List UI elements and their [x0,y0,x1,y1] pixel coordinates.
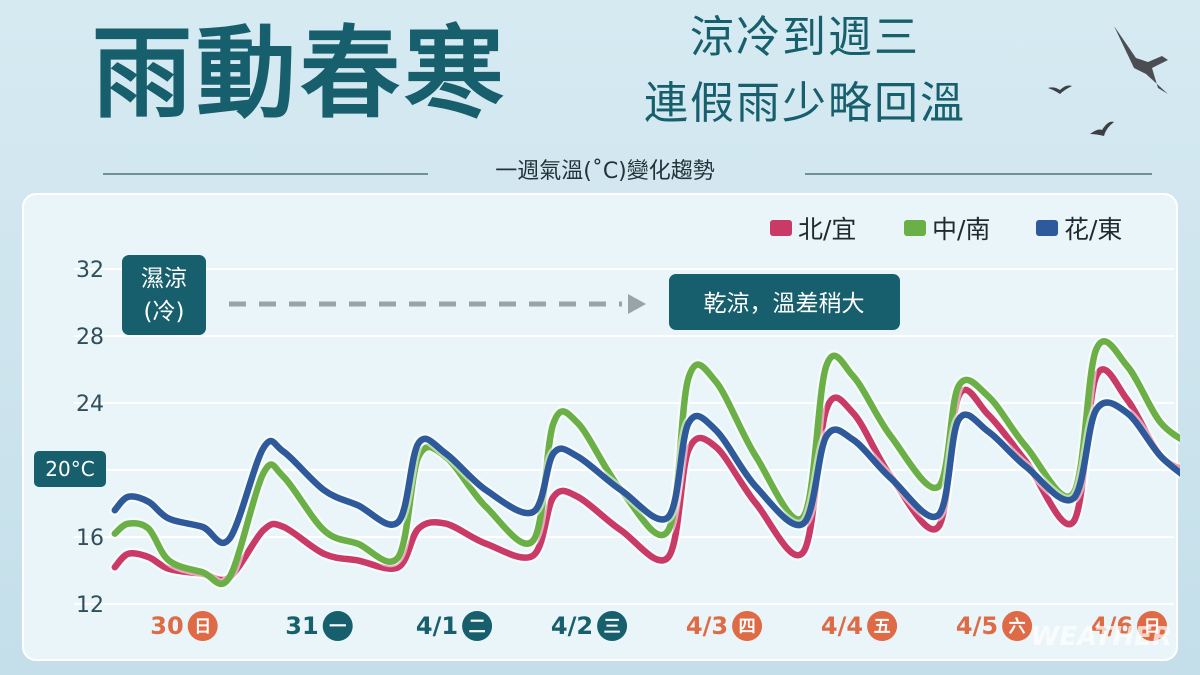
legend-label-1: 中/南 [932,215,990,244]
series-line-1 [111,338,1180,588]
weekday-circle [1137,611,1168,641]
trend-arrow-head [628,294,646,314]
x-date-label: 4/6 [1091,612,1133,640]
legend-swatch-2 [1036,220,1058,236]
ref-temp-box [34,451,106,487]
series-line-2 [111,399,1180,547]
weekday-circle [187,611,218,641]
weekday-circle [322,611,353,641]
dry-cool-label: 乾涼，溫差稍大 [704,291,865,317]
watermark: WEATHER [1031,622,1172,652]
weekday-label: 六 [1009,616,1026,637]
x-date-label: 30 [150,612,183,640]
y-tick-label: 24 [76,392,104,417]
temperature-chart: 12162024283230日31一4/1二4/2三4/3四4/4五4/5六4/… [34,215,1180,652]
weekday-circle [867,611,898,641]
legend-label-2: 花/東 [1064,215,1122,244]
x-date-label: 4/5 [956,612,998,640]
humid-cool-label-1: 濕涼 [141,266,187,292]
x-date-label: 4/4 [821,612,863,640]
humid-cool-box [122,255,206,335]
weekday-circle [1002,611,1033,641]
caption-rule-right [805,173,1152,175]
x-date-label: 31 [285,612,318,640]
weekday-circle [462,611,493,641]
chart-caption: 一週氣溫(˚C)變化趨勢 [495,159,715,184]
subtitle-line-1: 涼冷到週三 [690,12,920,63]
weekday-label: 三 [604,617,621,637]
y-tick-label: 28 [76,325,104,350]
y-tick-label: 32 [76,258,104,283]
ref-temp-label: 20°C [45,457,94,481]
weekday-label: 四 [739,617,756,637]
legend-swatch-1 [904,220,926,236]
weekday-label: 一 [329,617,346,637]
birds-icon [1048,26,1168,136]
x-date-label: 4/2 [551,612,593,640]
weekday-circle [597,611,628,641]
weekday-label: 日 [1144,617,1161,637]
dry-cool-box [669,274,900,330]
caption-rule-left [103,173,428,175]
subtitle-line-2: 連假雨少略回溫 [644,78,966,129]
weekday-label: 二 [469,617,486,637]
weekday-label: 五 [874,617,891,637]
main-title: 雨動春寒 [92,15,508,132]
legend-swatch-0 [770,220,792,236]
x-date-label: 4/3 [686,612,728,640]
y-tick-label: 12 [76,593,104,618]
y-tick-label: 16 [76,526,104,551]
weekday-label: 日 [194,617,211,637]
chart-panel: 12162024283230日31一4/1二4/2三4/3四4/4五4/5六4/… [22,193,1180,661]
legend-label-0: 北/宜 [798,215,856,244]
humid-cool-label-2: (冷) [144,299,185,325]
weekday-circle [732,611,763,641]
x-date-label: 4/1 [416,612,458,640]
